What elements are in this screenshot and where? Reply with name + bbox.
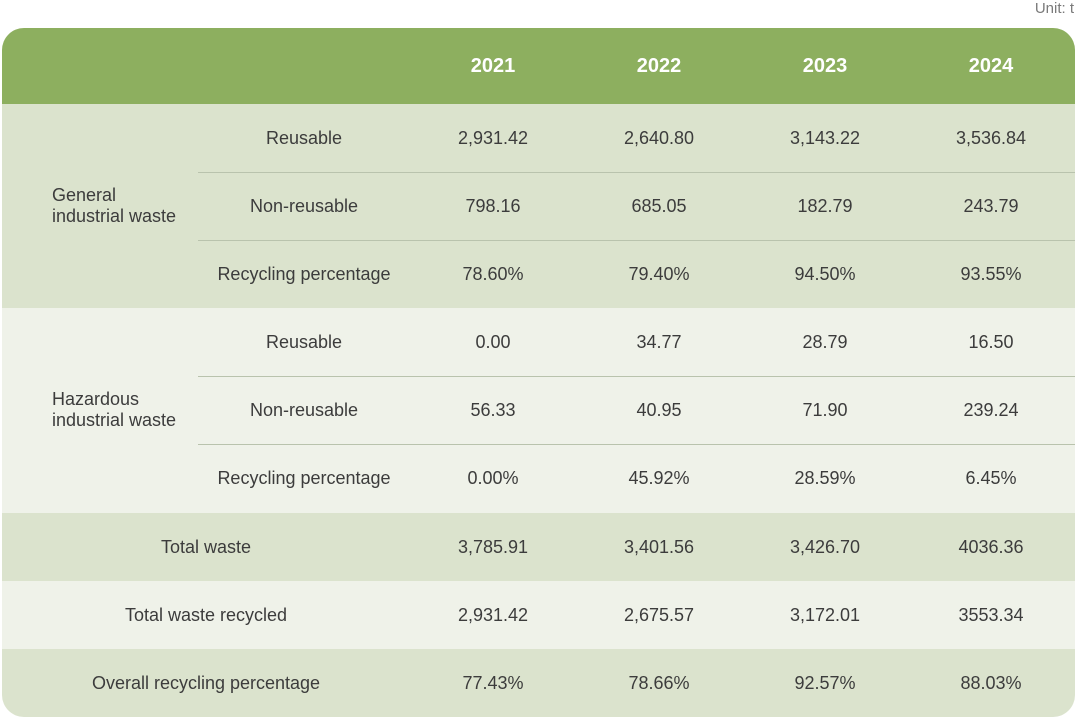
waste-table: 2021 2022 2023 2024 General industrial w… — [2, 28, 1075, 717]
table-cell: 3,536.84 — [955, 127, 1027, 148]
row-label: Total waste — [160, 536, 252, 557]
row-label: Non-reusable — [249, 399, 359, 420]
table-cell: 71.90 — [802, 399, 848, 420]
group-label: Hazardous industrial waste — [52, 389, 176, 431]
table-cell: 6.45% — [965, 467, 1017, 488]
table-cell: 243.79 — [963, 195, 1019, 216]
row-divider — [198, 376, 1075, 377]
table-cell: 4036.36 — [958, 536, 1024, 557]
row-divider — [198, 240, 1075, 241]
table-cell: 56.33 — [470, 399, 516, 420]
table-cell: 2,640.80 — [623, 127, 695, 148]
group-label: General industrial waste — [52, 185, 176, 227]
table-cell: 92.57% — [794, 672, 856, 693]
row-label: Overall recycling percentage — [91, 672, 321, 693]
row-overall-recycling-percentage: Overall recycling percentage 77.43% 78.6… — [2, 649, 1075, 717]
table-cell: 3,785.91 — [457, 536, 529, 557]
row-label: Reusable — [265, 331, 343, 352]
unit-label: Unit: t — [1034, 0, 1074, 17]
table-cell: 3,401.56 — [623, 536, 695, 557]
row-divider — [198, 444, 1075, 445]
table-cell: 28.59% — [794, 467, 856, 488]
table-cell: 45.92% — [628, 467, 690, 488]
group-label-line1: Hazardous — [52, 389, 140, 409]
group-hazardous-industrial-waste: Hazardous industrial waste Reusable 0.00… — [2, 308, 1075, 513]
row-total-waste: Total waste 3,785.91 3,401.56 3,426.70 4… — [2, 513, 1075, 581]
table-cell: 0.00% — [467, 467, 519, 488]
table-cell: 79.40% — [628, 263, 690, 284]
table-cell: 78.66% — [628, 672, 690, 693]
table-cell: 28.79 — [802, 331, 848, 352]
year-header: 2023 — [802, 54, 848, 77]
row-label: Non-reusable — [249, 195, 359, 216]
table-cell: 94.50% — [794, 263, 856, 284]
table-cell: 685.05 — [631, 195, 687, 216]
table-cell: 3,143.22 — [789, 127, 861, 148]
year-header: 2022 — [636, 54, 682, 77]
table-cell: 3553.34 — [958, 604, 1024, 625]
table-header: 2021 2022 2023 2024 — [2, 28, 1075, 104]
table-cell: 3,426.70 — [789, 536, 861, 557]
table-cell: 34.77 — [636, 331, 682, 352]
table-cell: 2,675.57 — [623, 604, 695, 625]
table-cell: 16.50 — [968, 331, 1014, 352]
table-cell: 3,172.01 — [789, 604, 861, 625]
year-header: 2024 — [968, 54, 1014, 77]
group-label-line1: General — [52, 185, 117, 205]
table-cell: 78.60% — [462, 263, 524, 284]
table-cell: 182.79 — [797, 195, 853, 216]
group-label-line2: industrial waste — [52, 410, 177, 430]
row-label: Total waste recycled — [124, 604, 288, 625]
table-cell: 2,931.42 — [457, 604, 529, 625]
row-label: Recycling percentage — [217, 263, 391, 284]
year-header: 2021 — [470, 54, 516, 77]
table-cell: 93.55% — [960, 263, 1022, 284]
row-label: Recycling percentage — [217, 467, 391, 488]
table-cell: 0.00 — [475, 331, 511, 352]
group-label-line2: industrial waste — [52, 206, 177, 226]
table-cell: 40.95 — [636, 399, 682, 420]
group-general-industrial-waste: General industrial waste Reusable 2,931.… — [2, 104, 1075, 308]
table-cell: 239.24 — [963, 399, 1019, 420]
row-label: Reusable — [265, 127, 343, 148]
table-cell: 798.16 — [465, 195, 521, 216]
table-cell: 77.43% — [462, 672, 524, 693]
table-cell: 2,931.42 — [457, 127, 529, 148]
row-divider — [198, 172, 1075, 173]
table-cell: 88.03% — [960, 672, 1022, 693]
row-total-waste-recycled: Total waste recycled 2,931.42 2,675.57 3… — [2, 581, 1075, 649]
